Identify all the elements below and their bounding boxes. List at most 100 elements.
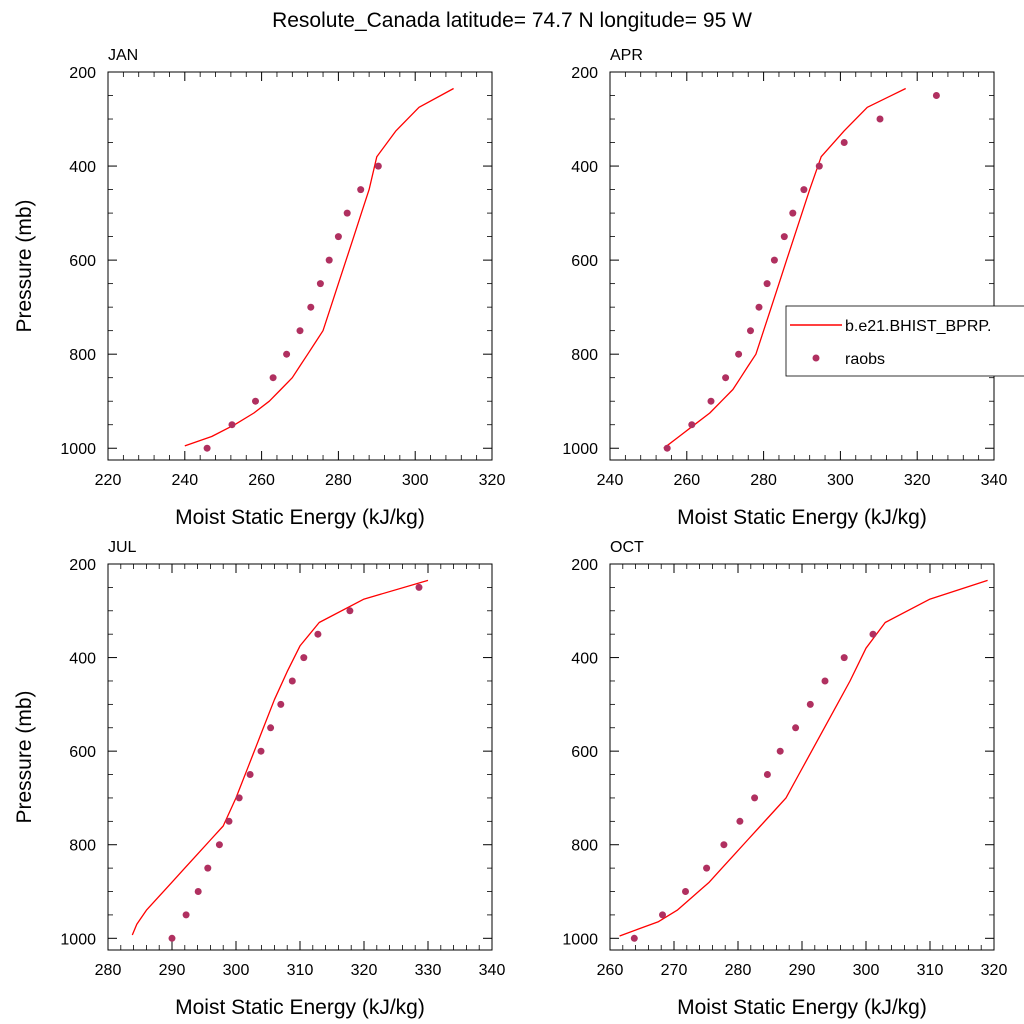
x-tick-label: 290 bbox=[159, 962, 186, 979]
raobs-point bbox=[792, 724, 800, 732]
legend-box bbox=[785, 305, 1024, 377]
raobs-point bbox=[755, 303, 763, 311]
x-tick-label: 290 bbox=[789, 962, 816, 979]
y-tick-label: 1000 bbox=[60, 441, 96, 458]
raobs-point bbox=[277, 700, 285, 708]
x-tick-label: 300 bbox=[223, 962, 250, 979]
y-tick-label: 200 bbox=[571, 65, 598, 82]
x-tick-label: 320 bbox=[904, 472, 931, 489]
raobs-point bbox=[869, 630, 877, 638]
raobs-point bbox=[736, 817, 744, 825]
raobs-point bbox=[325, 256, 333, 264]
y-tick-label: 800 bbox=[69, 347, 96, 364]
raobs-point bbox=[682, 888, 689, 895]
raobs-point bbox=[821, 677, 829, 685]
raobs-point bbox=[252, 397, 259, 405]
raobs-point bbox=[357, 186, 365, 194]
raobs-point bbox=[228, 421, 236, 429]
chart-panel-1: APR 240 260 280 300 320 340 200 400 600 800 1000 Moi… bbox=[562, 47, 1007, 529]
x-tick-label: 300 bbox=[827, 472, 854, 489]
x-tick-label: 280 bbox=[325, 472, 352, 489]
y-tick-label: 200 bbox=[69, 557, 96, 574]
x-axis-label: Moist Static Energy (kJ/kg) bbox=[175, 506, 425, 529]
y-tick-label: 1000 bbox=[562, 931, 598, 948]
y-axis-label: Pressure (mb) bbox=[13, 690, 36, 823]
legend: b.e21.BHIST_BPRP. raobs bbox=[785, 305, 1024, 377]
raobs-point bbox=[296, 327, 304, 335]
y-tick-label: 800 bbox=[571, 838, 598, 855]
y-tick-label: 200 bbox=[69, 65, 96, 82]
chart-panel-0: JAN 220 240 260 280 300 320 200 400 600 800 1000 Moi… bbox=[13, 47, 505, 529]
x-tick-label: 340 bbox=[981, 472, 1008, 489]
panel-title: JAN bbox=[108, 47, 138, 64]
y-tick-label: 400 bbox=[69, 651, 96, 668]
y-tick-label: 600 bbox=[69, 253, 96, 270]
x-tick-label: 240 bbox=[171, 472, 198, 489]
series-line-model bbox=[619, 579, 988, 937]
plot-frame bbox=[107, 71, 493, 461]
y-tick-label: 800 bbox=[571, 347, 598, 364]
series-line-model bbox=[131, 579, 429, 936]
raobs-point bbox=[288, 677, 296, 685]
raobs-point bbox=[307, 303, 315, 311]
x-tick-label: 310 bbox=[917, 962, 944, 979]
raobs-point bbox=[630, 934, 638, 942]
x-tick-label: 270 bbox=[661, 962, 688, 979]
x-tick-label: 330 bbox=[415, 962, 442, 979]
raobs-point bbox=[269, 374, 277, 382]
raobs-point bbox=[374, 162, 382, 170]
figure-title: Resolute_Canada latitude= 74.7 N longitu… bbox=[272, 9, 752, 32]
y-tick-label: 1000 bbox=[562, 441, 598, 458]
raobs-point bbox=[663, 444, 671, 452]
raobs-point bbox=[182, 911, 190, 919]
raobs-point bbox=[720, 841, 728, 849]
raobs-point bbox=[235, 794, 243, 802]
x-tick-label: 320 bbox=[351, 962, 378, 979]
raobs-point bbox=[343, 209, 351, 217]
raobs-point bbox=[300, 654, 308, 662]
x-tick-label: 280 bbox=[95, 962, 122, 979]
x-tick-label: 220 bbox=[95, 472, 122, 489]
series-line-model bbox=[184, 87, 454, 447]
y-tick-label: 1000 bbox=[60, 931, 96, 948]
raobs-point bbox=[751, 794, 759, 802]
x-tick-label: 300 bbox=[853, 962, 880, 979]
raobs-point bbox=[246, 771, 254, 778]
y-tick-label: 400 bbox=[69, 159, 96, 176]
raobs-point bbox=[806, 700, 814, 708]
x-tick-label: 260 bbox=[597, 962, 624, 979]
x-tick-label: 260 bbox=[248, 472, 275, 489]
panel-title: APR bbox=[610, 47, 643, 64]
raobs-point bbox=[346, 607, 354, 615]
x-axis-label: Moist Static Energy (kJ/kg) bbox=[175, 996, 425, 1019]
raobs-point bbox=[932, 92, 940, 99]
raobs-point bbox=[334, 233, 342, 241]
y-tick-label: 600 bbox=[69, 744, 96, 761]
raobs-point bbox=[415, 583, 423, 591]
panel-title: JUL bbox=[108, 539, 137, 556]
chart-panel-2: JUL 280 290 300 310 320 330 340 200 400 600 800 1000… bbox=[13, 539, 505, 1019]
raobs-point bbox=[316, 280, 324, 288]
raobs-point bbox=[770, 256, 778, 264]
x-axis-label: Moist Static Energy (kJ/kg) bbox=[677, 506, 927, 529]
x-tick-label: 340 bbox=[479, 962, 506, 979]
raobs-point bbox=[659, 911, 666, 919]
raobs-point bbox=[194, 888, 202, 895]
x-tick-label: 280 bbox=[725, 962, 752, 979]
raobs-point bbox=[747, 327, 754, 335]
x-tick-label: 310 bbox=[287, 962, 314, 979]
raobs-point bbox=[876, 115, 884, 123]
y-tick-label: 600 bbox=[571, 744, 598, 761]
raobs-point bbox=[168, 934, 176, 942]
series-line-model bbox=[663, 87, 906, 449]
chart-panel-3: OCT 260 270 280 290 300 310 320 200 400 600 800 1000… bbox=[562, 539, 1007, 1019]
raobs-point bbox=[204, 864, 212, 872]
raobs-point bbox=[707, 397, 715, 405]
raobs-point bbox=[703, 864, 711, 872]
raobs-point bbox=[722, 374, 730, 382]
raobs-point bbox=[283, 350, 291, 358]
raobs-point bbox=[225, 817, 233, 825]
raobs-point bbox=[789, 209, 797, 217]
